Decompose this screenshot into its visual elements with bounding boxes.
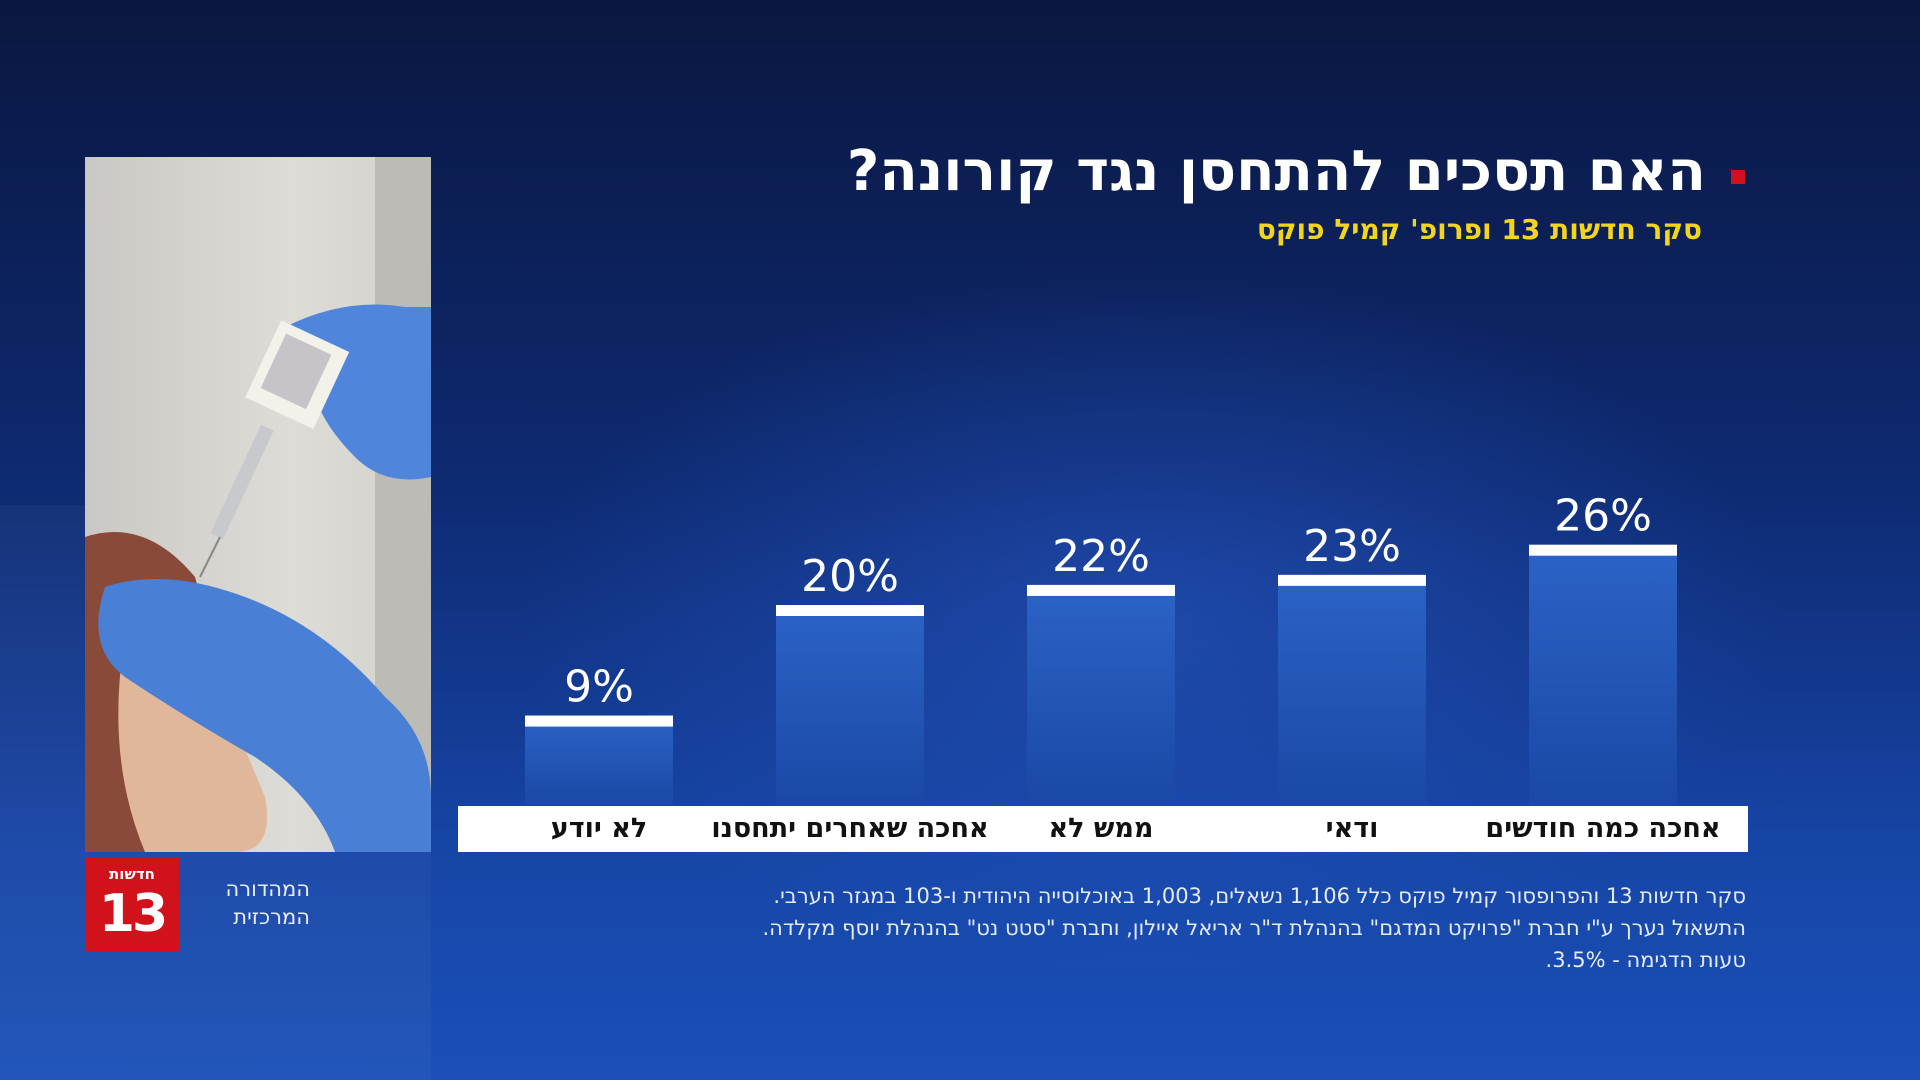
bar-top-cap: [1529, 544, 1677, 556]
bar-value-label: 9%: [564, 662, 634, 713]
chart-title: האם תסכים להתחסן נגד קורונה?: [846, 139, 1706, 204]
category-label-bar: [458, 806, 1748, 852]
edition-line-1: המהדורה: [225, 877, 310, 901]
edition-name: המהדורה המרכזית: [200, 875, 310, 931]
logo-name: חדשות: [109, 865, 155, 883]
bar: [1027, 584, 1175, 806]
bar: [1278, 574, 1426, 806]
category-label: ודאי: [1325, 813, 1379, 844]
title-marker-square: [1731, 170, 1745, 184]
bar-top-cap: [1278, 574, 1426, 586]
bar-top-cap: [776, 605, 924, 616]
footnote-line-3: טעות הדגימה - 3.5%.: [1545, 948, 1746, 972]
channel-13-logo: חדשות 13: [85, 857, 179, 951]
vaccination-photo: [85, 157, 431, 852]
edition-line-2: המרכזית: [233, 905, 310, 929]
bar-value-label: 22%: [1052, 531, 1150, 582]
bar-value-label: 23%: [1303, 521, 1401, 572]
bar: [776, 605, 924, 806]
bar: [525, 715, 673, 806]
chart-subtitle: סקר חדשות 13 ופרופ' קמיל פוקס: [1256, 213, 1702, 246]
category-label: אחכה כמה חודשים: [1485, 813, 1721, 844]
bar: [1529, 544, 1677, 806]
logo-number: 13: [98, 884, 168, 944]
footnote-line-1: סקר חדשות 13 והפרופסור קמיל פוקס כלל 1,1…: [773, 884, 1746, 908]
bar-top-cap: [525, 715, 673, 727]
category-label: ממש לא: [1048, 813, 1154, 844]
category-label: אחכה שאחרים יתחסנו: [711, 813, 989, 844]
survey-footnote: סקר חדשות 13 והפרופסור קמיל פוקס כלל 1,1…: [762, 880, 1746, 976]
footnote-line-2: התשאול נערך ע"י חברת "פרויקט המדגם" בהנה…: [762, 916, 1746, 940]
category-label: לא יודע: [550, 813, 648, 844]
bar-top-cap: [1027, 584, 1175, 596]
bar-value-label: 26%: [1554, 491, 1652, 542]
bar-value-label: 20%: [801, 551, 899, 602]
